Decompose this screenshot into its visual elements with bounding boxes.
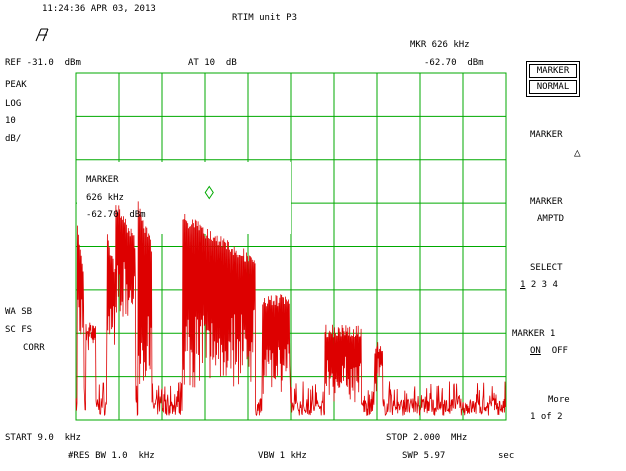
softkey-select-options: 1 2 3 4	[520, 280, 558, 291]
softkey-more-label: More	[548, 395, 570, 405]
softkey-select[interactable]: SELECT 1 2 3 4	[516, 261, 586, 293]
spectrum-trace	[75, 201, 506, 417]
ref-level: REF -31.0 dBm	[5, 58, 81, 68]
marker-readout-value: -62.70 dBm	[424, 58, 484, 68]
softkey-page: 1 of 2	[530, 412, 563, 422]
sweep-unit: sec	[498, 451, 515, 461]
sweep-time: SWP 5.97	[402, 451, 446, 461]
softkey-marker-normal-label1: MARKER	[529, 64, 577, 78]
softkey-marker-amptd[interactable]: MARKER AMPTD	[526, 195, 586, 227]
marker-box-level: -62.70 dBm	[86, 210, 146, 220]
softkey-marker-normal-label2: NORMAL	[529, 80, 577, 94]
marker-readout-label: MKR 626 kHz	[410, 40, 470, 50]
vbw: VBW 1 kHz	[258, 451, 307, 461]
softkey-marker1-onoff[interactable]: MARKER 1 ON OFF	[510, 327, 586, 359]
softkey-marker-normal[interactable]: MARKER NORMAL	[526, 61, 580, 97]
marker-box-title: MARKER	[86, 175, 119, 185]
softkey-marker-delta[interactable]: MARKER △	[526, 128, 586, 160]
marker-box-freq: 626 kHz	[86, 193, 124, 203]
stop-freq: STOP 2.000 MHz	[386, 433, 468, 443]
title: RTIM unit P3	[232, 13, 298, 23]
softkey-onoff: ON OFF	[530, 346, 568, 357]
start-freq: START 9.0 kHz	[5, 433, 81, 443]
scale-unit: dB/	[5, 134, 22, 144]
softkey-marker1-label: MARKER 1	[512, 329, 556, 339]
delta-icon: △	[574, 146, 581, 159]
attenuation: AT 10 dB	[188, 58, 237, 68]
scale-num: 10	[5, 116, 16, 126]
softkey-marker-delta-label: MARKER	[530, 130, 563, 140]
sc-fs: SC FS	[5, 325, 33, 335]
softkey-marker-amptd-label2: AMPTD	[537, 214, 565, 224]
softkey-marker-amptd-label1: MARKER	[530, 197, 563, 207]
softkey-more[interactable]: More 1 of 2	[526, 393, 586, 425]
res-bw: #RES BW 1.0 kHz	[68, 451, 155, 461]
marker1-off: OFF	[551, 346, 568, 356]
marker1-on: ON	[530, 346, 541, 356]
marker-diamond-icon	[204, 185, 214, 200]
hp-logo-icon	[35, 28, 49, 42]
scale-log: LOG	[5, 99, 22, 109]
timestamp: 11:24:36 APR 03, 2013	[42, 4, 156, 14]
trace-line	[75, 201, 506, 417]
wa-sb: WA SB	[5, 307, 33, 317]
select-options-rest: 2 3 4	[525, 280, 558, 290]
select-option-1: 1	[520, 280, 526, 290]
detector-peak: PEAK	[5, 80, 27, 90]
softkey-select-label: SELECT	[530, 263, 563, 273]
corr: CORR	[23, 343, 45, 353]
